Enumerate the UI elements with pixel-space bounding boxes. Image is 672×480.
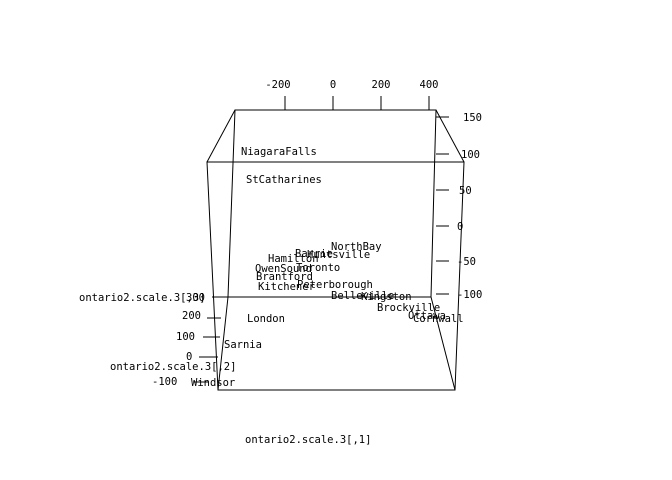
point-label: Toronto (296, 262, 340, 274)
point-label: Kitchener (258, 281, 315, 293)
point-label: NorthBay (331, 241, 382, 253)
point-label: Sarnia (224, 339, 262, 351)
point-label: Belleville (331, 290, 394, 302)
y-tick-label: 100 (176, 331, 195, 343)
box-edge-bottom-right (430, 296, 456, 391)
x-tick-label: 200 (372, 79, 391, 91)
z-tick-label: -50 (457, 256, 476, 268)
point-label: Peterborough (297, 279, 373, 291)
y-tick-label: 0 (186, 351, 192, 363)
point-label: Huntsville (307, 249, 370, 261)
x-tick-label: -200 (265, 79, 290, 91)
z-tick-label: 150 (463, 112, 482, 124)
z-axis: 150 100 50 0 -50 -100 (436, 112, 482, 301)
z-tick-label: 50 (459, 185, 472, 197)
y-axis: 300 200 100 0 -100 (152, 292, 228, 388)
point-label: London (247, 313, 285, 325)
box-edge-top-left (206, 109, 236, 163)
point-label: Kingston (361, 291, 412, 303)
y-tick-label: 200 (182, 310, 201, 322)
x-axis: -200 0 200 400 (265, 79, 438, 110)
z-tick-label: 100 (461, 149, 480, 161)
z-axis-title: ontario2.scale.3[,3] (79, 292, 205, 304)
box-front-face (206, 161, 465, 391)
z-tick-label: -100 (457, 289, 482, 301)
point-labels: NiagaraFalls StCatharines NorthBayBarrieHu… (191, 146, 464, 389)
z-tick-label: 0 (457, 221, 463, 233)
point-label: Windsor (191, 377, 235, 389)
point-label: Brantford (256, 271, 313, 283)
box-edge-bottom-left (217, 296, 229, 391)
point-label: Ottawa (408, 310, 446, 322)
point-label: Barrie (295, 248, 333, 260)
x-tick-label: 400 (420, 79, 439, 91)
point-label: Cornwall (413, 313, 464, 325)
point-label: Brockville (377, 302, 440, 314)
box-edge-top-right (435, 109, 465, 163)
y-tick-label: 300 (186, 292, 205, 304)
point-label: OwenSound (255, 263, 312, 275)
point-label: NiagaraFalls (241, 146, 317, 158)
point-label: StCatharines (246, 174, 322, 186)
point-label: Hamilton (268, 253, 319, 265)
x-axis-title: ontario2.scale.3[,1] (245, 434, 371, 446)
y-tick-label: -100 (152, 376, 177, 388)
x-tick-label: 0 (330, 79, 336, 91)
y-axis-title: ontario2.scale.3[,2] (110, 361, 236, 373)
